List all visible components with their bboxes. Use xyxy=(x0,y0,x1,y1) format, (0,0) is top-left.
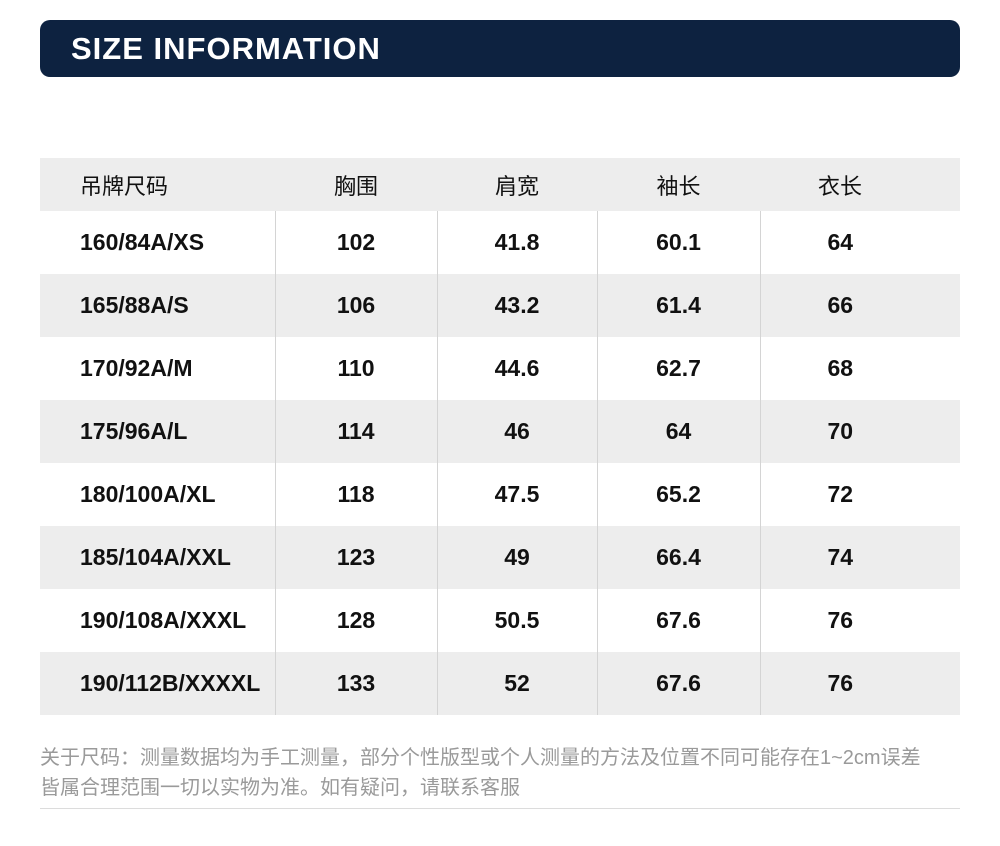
size-label-cell: 185/104A/XXL xyxy=(80,544,231,570)
measurement-cell: 47.5 xyxy=(436,463,597,526)
measurement-cell: 49 xyxy=(436,526,597,589)
measurement-cell: 66 xyxy=(759,274,960,337)
column-header-shoulder-width: 肩宽 xyxy=(437,158,597,211)
measurement-cell: 64 xyxy=(596,400,760,463)
measurement-cell: 76 xyxy=(759,589,960,652)
measurement-cell: 65.2 xyxy=(596,463,760,526)
section-title: SIZE INFORMATION xyxy=(71,30,381,66)
footnote-line-1: 关于尺码：测量数据均为手工测量，部分个性版型或个人测量的方法及位置不同可能存在1… xyxy=(40,747,921,769)
size-label-cell: 165/88A/S xyxy=(80,292,189,318)
size-table-body: 160/84A/XS 102 41.8 60.1 64 165/88A/S 106 43.2 6… xyxy=(40,211,960,715)
measurement-cell: 64 xyxy=(759,211,960,274)
measurement-cell: 128 xyxy=(274,589,437,652)
size-information-banner: SIZE INFORMATION xyxy=(40,20,960,77)
table-row: 160/84A/XS 102 41.8 60.1 64 xyxy=(40,211,960,274)
measurement-cell: 76 xyxy=(759,652,960,715)
size-label-cell: 190/112B/XXXXL xyxy=(80,670,261,696)
column-header-garment-length: 衣长 xyxy=(760,158,960,211)
measurement-cell: 72 xyxy=(759,463,960,526)
measurement-cell: 123 xyxy=(274,526,437,589)
table-row: 170/92A/M 110 44.6 62.7 68 xyxy=(40,337,960,400)
measurement-cell: 61.4 xyxy=(596,274,760,337)
measurement-cell: 74 xyxy=(759,526,960,589)
table-row: 190/112B/XXXXL 133 52 67.6 76 xyxy=(40,652,960,715)
measurement-cell: 52 xyxy=(436,652,597,715)
size-table-container: 吊牌尺码 胸围 肩宽 袖长 衣长 160/84A/XS 102 41.8 60.1 64… xyxy=(40,158,960,715)
measurement-cell: 68 xyxy=(759,337,960,400)
footnote-line-2: 皆属合理范围一切以实物为准。如有疑问，请联系客服 xyxy=(40,777,520,799)
table-row: 175/96A/L 114 46 64 70 xyxy=(40,400,960,463)
table-row: 190/108A/XXXL 128 50.5 67.6 76 xyxy=(40,589,960,652)
column-header-chest: 胸围 xyxy=(275,158,437,211)
size-label-cell: 190/108A/XXXL xyxy=(80,607,247,633)
measurement-cell: 114 xyxy=(274,400,437,463)
bottom-divider xyxy=(40,808,960,809)
column-header-tag-size: 吊牌尺码 xyxy=(40,158,275,211)
measurement-cell: 46 xyxy=(436,400,597,463)
size-table: 吊牌尺码 胸围 肩宽 袖长 衣长 160/84A/XS 102 41.8 60.1 64… xyxy=(40,158,960,715)
size-footnote: 关于尺码：测量数据均为手工测量，部分个性版型或个人测量的方法及位置不同可能存在1… xyxy=(40,743,960,803)
measurement-cell: 66.4 xyxy=(596,526,760,589)
measurement-cell: 41.8 xyxy=(436,211,597,274)
table-row: 165/88A/S 106 43.2 61.4 66 xyxy=(40,274,960,337)
size-label-cell: 170/92A/M xyxy=(80,355,193,381)
measurement-cell: 60.1 xyxy=(596,211,760,274)
table-row: 180/100A/XL 118 47.5 65.2 72 xyxy=(40,463,960,526)
table-row: 185/104A/XXL 123 49 66.4 74 xyxy=(40,526,960,589)
measurement-cell: 118 xyxy=(274,463,437,526)
size-label-cell: 160/84A/XS xyxy=(80,229,205,255)
measurement-cell: 67.6 xyxy=(596,589,760,652)
measurement-cell: 110 xyxy=(274,337,437,400)
measurement-cell: 44.6 xyxy=(436,337,597,400)
measurement-cell: 50.5 xyxy=(436,589,597,652)
measurement-cell: 70 xyxy=(759,400,960,463)
table-header-row: 吊牌尺码 胸围 肩宽 袖长 衣长 xyxy=(40,158,960,211)
size-label-cell: 180/100A/XL xyxy=(80,481,216,507)
measurement-cell: 106 xyxy=(274,274,437,337)
measurement-cell: 62.7 xyxy=(596,337,760,400)
measurement-cell: 67.6 xyxy=(596,652,760,715)
column-header-sleeve-length: 袖长 xyxy=(597,158,760,211)
measurement-cell: 133 xyxy=(274,652,437,715)
measurement-cell: 43.2 xyxy=(436,274,597,337)
size-label-cell: 175/96A/L xyxy=(80,418,188,444)
measurement-cell: 102 xyxy=(274,211,437,274)
